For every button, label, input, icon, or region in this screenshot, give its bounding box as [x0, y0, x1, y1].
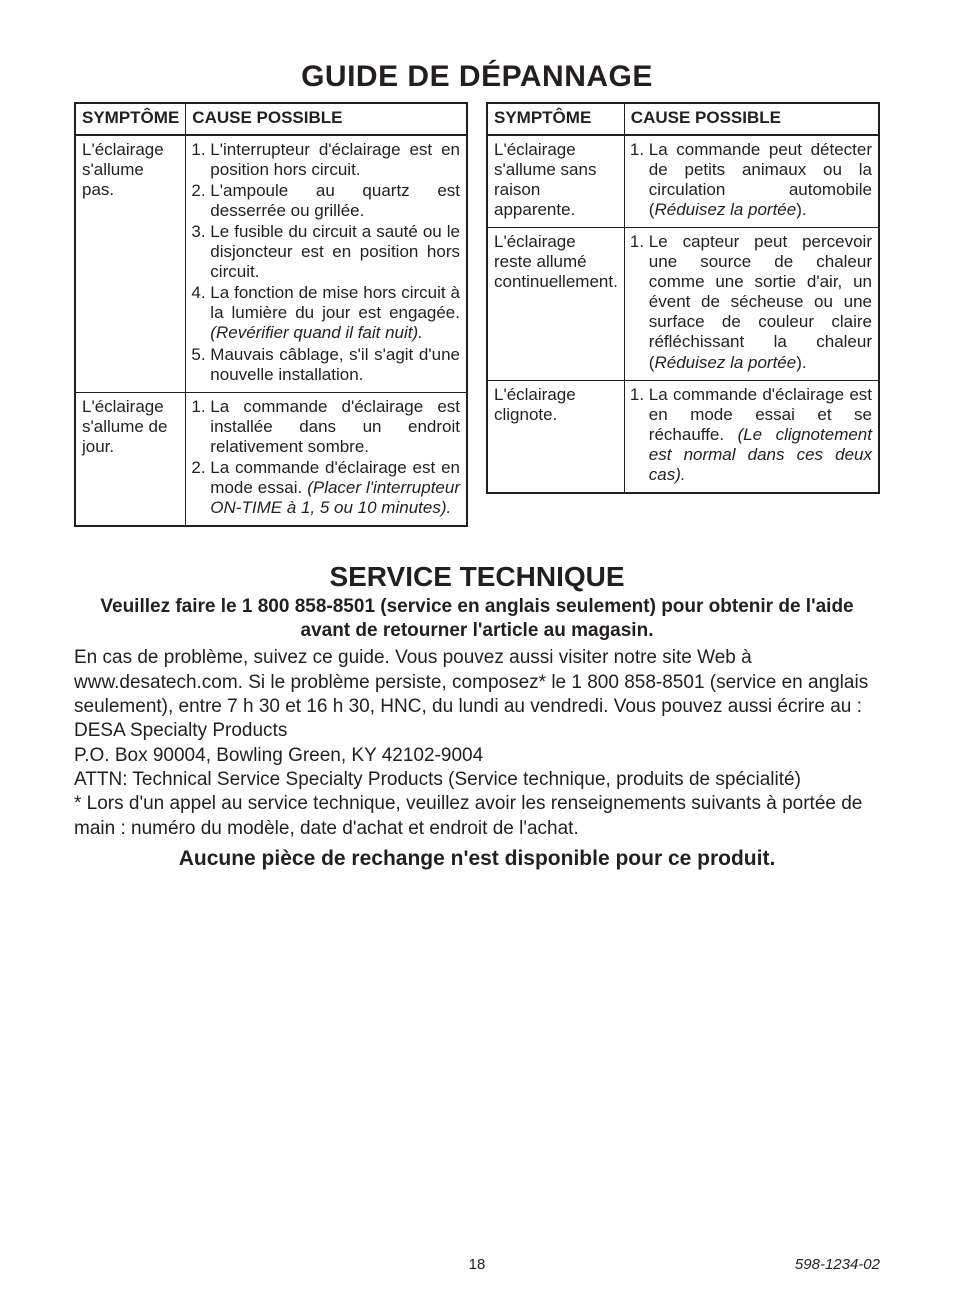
page: GUIDE DE DÉPANNAGE SYMPTÔME CAUSE POSSIB… [0, 0, 954, 1307]
table-header-row: SYMPTÔME CAUSE POSSIBLE [487, 103, 879, 135]
cause-item: Le fusible du circuit a sauté ou le disj… [210, 222, 460, 282]
table-row: L'éclairage s'allume de jour. La commande… [75, 392, 467, 526]
page-number: 18 [74, 1256, 880, 1273]
cause-cell: Le capteur peut percevoir une source de … [624, 228, 879, 380]
cause-item: La commande d'éclairage est en mode essa… [649, 385, 872, 485]
troubleshoot-table-right: SYMPTÔME CAUSE POSSIBLE L'éclairage s'al… [486, 102, 880, 494]
cause-item: L'interrupteur d'éclairage est en positi… [210, 140, 460, 180]
cause-item: La commande d'éclairage est en mode essa… [210, 458, 460, 518]
service-body-line: DESA Specialty Products [74, 719, 880, 743]
service-subhead: Veuillez faire le 1 800 858-8501 (servic… [74, 595, 880, 643]
service-title: SERVICE TECHNIQUE [74, 561, 880, 593]
service-body-line: ATTN: Technical Service Specialty Produc… [74, 768, 880, 792]
table-header-row: SYMPTÔME CAUSE POSSIBLE [75, 103, 467, 135]
table-row: L'éclairage s'allume sans raison apparen… [487, 135, 879, 228]
no-parts-notice: Aucune pièce de rechange n'est disponibl… [74, 847, 880, 871]
service-body-line: P.O. Box 90004, Bowling Green, KY 42102-… [74, 744, 880, 768]
troubleshoot-tables: SYMPTÔME CAUSE POSSIBLE L'éclairage s'al… [74, 102, 880, 527]
cause-item: Le capteur peut percevoir une source de … [649, 232, 872, 372]
service-body-line: * Lors d'un appel au service technique, … [74, 792, 880, 841]
doc-number: 598-1234-02 [795, 1256, 880, 1273]
symptom-cell: L'éclairage s'allume sans raison apparen… [487, 135, 624, 228]
col-cause: CAUSE POSSIBLE [624, 103, 879, 135]
col-symptom: SYMPTÔME [487, 103, 624, 135]
symptom-cell: L'éclairage reste allumé continuellement… [487, 228, 624, 380]
table-row: L'éclairage s'allume pas. L'interrupteur … [75, 135, 467, 392]
cause-item: La fonction de mise hors circuit à la lu… [210, 283, 460, 343]
symptom-cell: L'éclairage clignote. [487, 380, 624, 493]
cause-item: La commande peut détecter de petits anim… [649, 140, 872, 220]
col-symptom: SYMPTÔME [75, 103, 186, 135]
col-cause: CAUSE POSSIBLE [186, 103, 467, 135]
table-row: L'éclairage clignote.La commande d'éclai… [487, 380, 879, 493]
cause-cell: L'interrupteur d'éclairage est en positi… [186, 135, 467, 392]
cause-item: Mauvais câblage, s'il s'agit d'une nouve… [210, 345, 460, 385]
page-title: GUIDE DE DÉPANNAGE [74, 60, 880, 94]
troubleshoot-table-left: SYMPTÔME CAUSE POSSIBLE L'éclairage s'al… [74, 102, 468, 527]
page-footer: 18 598-1234-02 [74, 1256, 880, 1273]
cause-item: La commande d'éclairage est installée da… [210, 397, 460, 457]
symptom-cell: L'éclairage s'allume de jour. [75, 392, 186, 526]
service-body-line: En cas de problème, suivez ce guide. Vou… [74, 646, 880, 719]
cause-cell: La commande d'éclairage est en mode essa… [624, 380, 879, 493]
cause-item: L'ampoule au quartz est desserrée ou gri… [210, 181, 460, 221]
cause-cell: La commande peut détecter de petits anim… [624, 135, 879, 228]
table-row: L'éclairage reste allumé continuellement… [487, 228, 879, 380]
service-body: En cas de problème, suivez ce guide. Vou… [74, 646, 880, 841]
cause-cell: La commande d'éclairage est installée da… [186, 392, 467, 526]
symptom-cell: L'éclairage s'allume pas. [75, 135, 186, 392]
